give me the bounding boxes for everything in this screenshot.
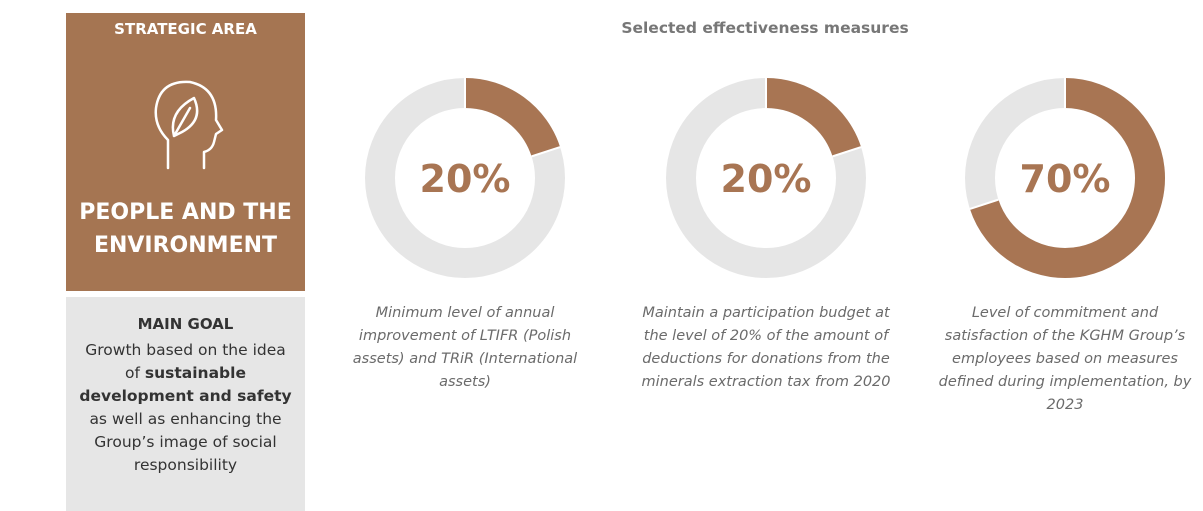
goal-text-bold: sustainable development and safety xyxy=(79,364,292,405)
arc-separator xyxy=(832,146,862,158)
measure-caption: Level of commitment and satisfaction of … xyxy=(938,305,1192,413)
arc-separator xyxy=(531,146,561,158)
donut-value-label: 70% xyxy=(1020,157,1111,201)
goal-text: Growth based on the idea of sustainable … xyxy=(76,339,295,477)
donut-chart: 70% xyxy=(965,78,1165,278)
head-leaf-icon xyxy=(154,80,224,170)
donut-chart: 20% xyxy=(666,78,866,278)
panel-heading: STRATEGIC AREA xyxy=(114,20,257,38)
donut-arc xyxy=(765,78,862,157)
area-name: PEOPLE AND THE ENVIRONMENT xyxy=(79,200,292,258)
donut-arc xyxy=(969,78,1165,278)
goal-text-part: Growth based on the idea of xyxy=(85,341,286,382)
measure-caption: Minimum level of annual improvement of L… xyxy=(352,305,578,390)
donut-value-label: 20% xyxy=(721,157,812,201)
section-title: Selected effectiveness measures xyxy=(621,19,909,37)
donut-arc xyxy=(464,78,561,157)
strategic-area-panel: STRATEGIC AREA PEOPLE AND THE ENVIRONMEN… xyxy=(66,13,305,291)
donut-value-label: 20% xyxy=(420,157,511,201)
goal-text-part: as well as enhancing the Group’s image o… xyxy=(89,410,282,474)
measure-caption: Maintain a participation budget at the l… xyxy=(641,305,891,390)
main-goal-panel: MAIN GOAL Growth based on the idea of su… xyxy=(66,297,305,511)
donut-chart: 20% xyxy=(365,78,565,278)
goal-heading: MAIN GOAL xyxy=(137,315,234,333)
arc-separator xyxy=(969,198,999,210)
